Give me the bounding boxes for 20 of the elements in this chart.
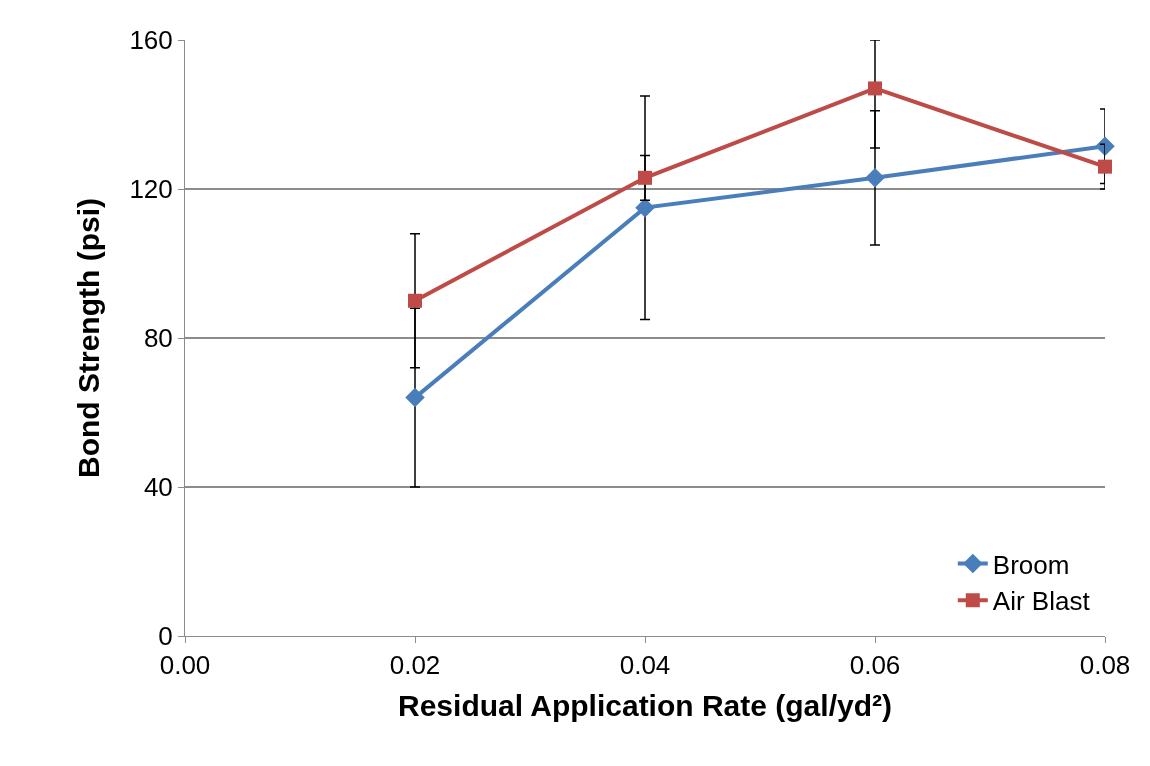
x-tick-label: 0.00 <box>159 650 211 681</box>
y-tick-label: 160 <box>129 25 173 56</box>
y-axis-title: Bond Strength (psi) <box>72 198 106 478</box>
y-tick-label: 120 <box>129 174 173 205</box>
point <box>865 168 885 188</box>
x-tick-label: 0.02 <box>389 650 441 681</box>
y-tick-label: 80 <box>143 323 173 354</box>
legend-label: Broom <box>992 549 1070 580</box>
point <box>405 387 425 408</box>
point <box>408 293 422 308</box>
legend-label: Air Blast <box>992 586 1091 617</box>
x-tick-label: 0.04 <box>619 650 671 681</box>
point <box>638 170 652 185</box>
x-tick-label: 0.08 <box>1079 650 1131 681</box>
y-tick-label: 40 <box>143 472 173 503</box>
y-tick-label: 0 <box>158 621 173 652</box>
point <box>868 81 882 96</box>
point <box>1098 159 1112 174</box>
x-axis-title: Residual Application Rate (gal/yd²) <box>398 688 892 722</box>
x-tick-label: 0.06 <box>849 650 901 681</box>
